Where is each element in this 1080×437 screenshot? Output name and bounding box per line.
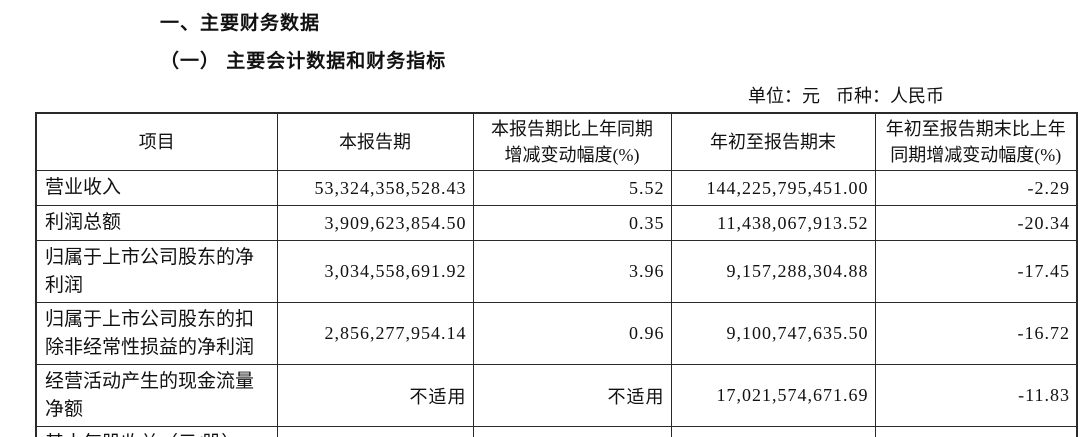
row-label: 基本每股收益（元/股） <box>35 426 278 437</box>
cell-ytd: 9,100,747,635.50 <box>670 302 876 365</box>
cell-ytd-change: -11.83 <box>874 364 1078 427</box>
unit-currency-note: 单位：元 币种：人民币 <box>748 82 944 108</box>
cell-ytd: 11,438,067,913.52 <box>670 205 876 241</box>
cell-ytd: 9,157,288,304.88 <box>670 240 876 303</box>
cell-period-change: 5.52 <box>472 170 672 206</box>
cell-ytd-change: -16.72 <box>874 302 1078 365</box>
cell-period-change: 4.30 <box>472 426 672 437</box>
cell-ytd: 2.92 <box>670 426 876 437</box>
table-row-operating-cash-flow: 经营活动产生的现金流量净额 不适用 不适用 17,021,574,671.69 … <box>35 364 1078 427</box>
col-header-item: 项目 <box>35 112 278 171</box>
row-label: 利润总额 <box>35 205 278 241</box>
cell-current-period: 不适用 <box>276 364 474 427</box>
cell-ytd-change: -20.34 <box>874 205 1078 241</box>
cell-period-change: 不适用 <box>472 364 672 427</box>
col-header-ytd-change: 年初至报告期末比上年同期增减变动幅度(%) <box>874 112 1078 171</box>
cell-current-period: 3,909,623,854.50 <box>276 205 474 241</box>
col-header-ytd: 年初至报告期末 <box>670 112 876 171</box>
cell-period-change: 0.96 <box>472 302 672 365</box>
table-row-net-profit-excl-nonrecurring: 归属于上市公司股东的扣除非经常性损益的净利润 2,856,277,954.14 … <box>35 302 1078 365</box>
subsection-title: （一） 主要会计数据和财务指标 <box>160 51 447 72</box>
row-label: 归属于上市公司股东的净利润 <box>35 240 278 303</box>
cell-ytd: 144,225,795,451.00 <box>670 170 876 206</box>
cell-period-change: 3.96 <box>472 240 672 303</box>
table-row-total-profit: 利润总额 3,909,623,854.50 0.35 11,438,067,91… <box>35 205 1078 241</box>
cell-ytd-change: -2.29 <box>874 170 1078 206</box>
financial-data-table: 项目 本报告期 本报告期比上年同期增减变动幅度(%) 年初至报告期末 年初至报告… <box>35 112 1078 437</box>
col-header-period-change: 本报告期比上年同期增减变动幅度(%) <box>472 112 672 171</box>
row-label: 经营活动产生的现金流量净额 <box>35 364 278 427</box>
cell-current-period: 53,324,358,528.43 <box>276 170 474 206</box>
table-row-revenue: 营业收入 53,324,358,528.43 5.52 144,225,795,… <box>35 170 1078 206</box>
cell-period-change: 0.35 <box>472 205 672 241</box>
section-title: 一、主要财务数据 <box>160 13 321 34</box>
table-row-net-profit: 归属于上市公司股东的净利润 3,034,558,691.92 3.96 9,15… <box>35 240 1078 303</box>
row-label: 营业收入 <box>35 170 278 206</box>
unit-label: 单位：元 <box>748 86 820 106</box>
header-row: 项目 本报告期 本报告期比上年同期增减变动幅度(%) 年初至报告期末 年初至报告… <box>35 112 1078 171</box>
cell-ytd-change: -17.45 <box>874 240 1078 303</box>
cell-current-period: 2,856,277,954.14 <box>276 302 474 365</box>
row-label: 归属于上市公司股东的扣除非经常性损益的净利润 <box>35 302 278 365</box>
table-row-basic-eps: 基本每股收益（元/股） 0.97 4.30 2.92 -17.28 <box>35 426 1078 437</box>
cell-ytd: 17,021,574,671.69 <box>670 364 876 427</box>
col-header-current-period: 本报告期 <box>276 112 474 171</box>
cell-current-period: 0.97 <box>276 426 474 437</box>
cell-current-period: 3,034,558,691.92 <box>276 240 474 303</box>
cell-ytd-change: -17.28 <box>874 426 1078 437</box>
currency-label: 币种：人民币 <box>836 86 944 106</box>
